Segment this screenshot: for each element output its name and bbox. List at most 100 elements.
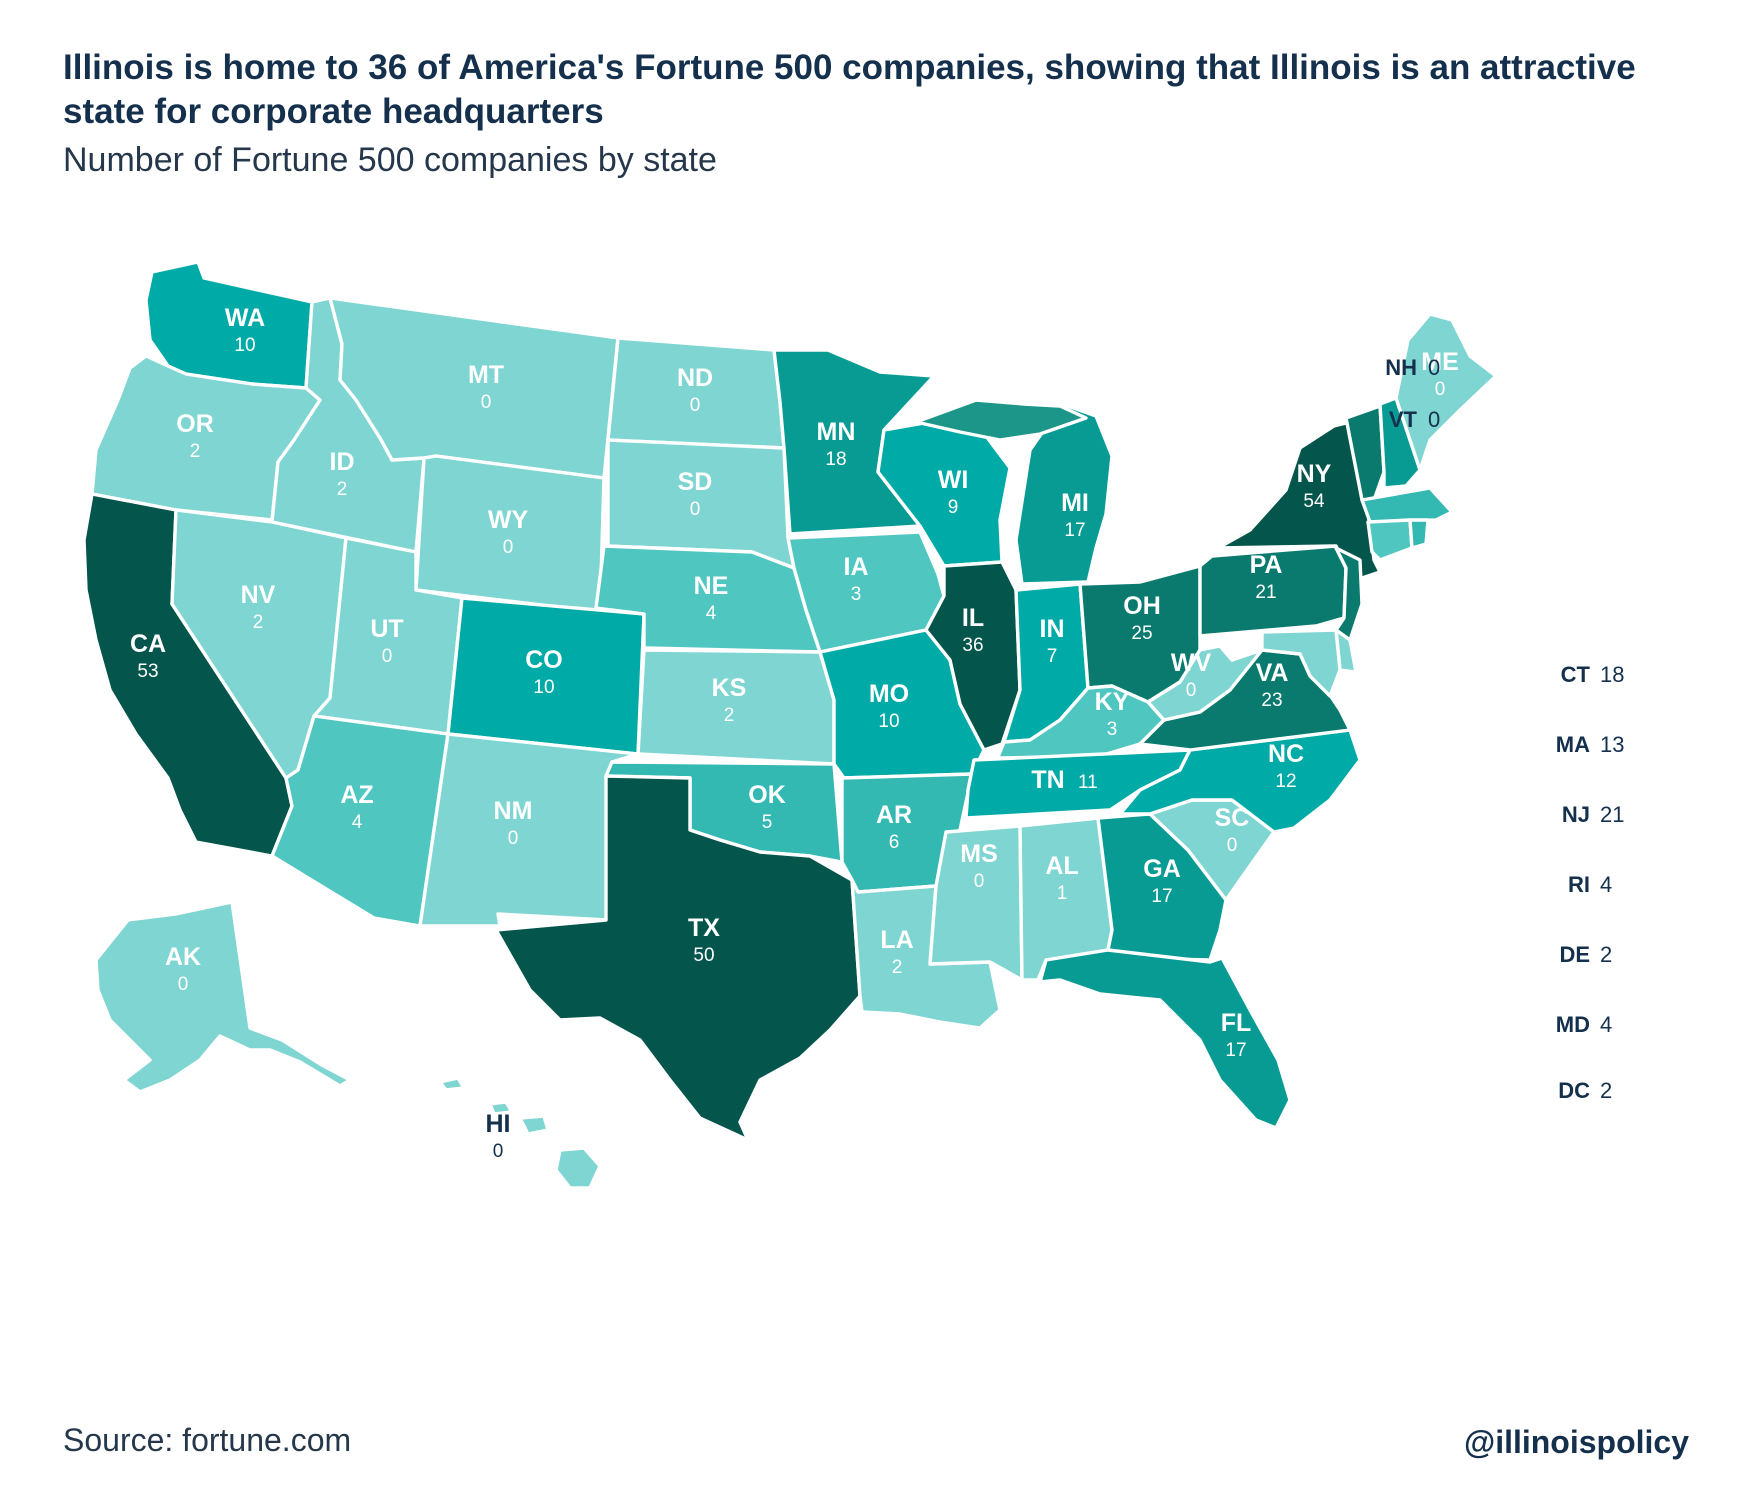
- state-value-label-ca: 53: [137, 661, 158, 682]
- state-value-label-mt: 0: [481, 392, 492, 413]
- state-shape-wy[interactable]: [414, 454, 606, 614]
- state-code-label-sd: SD: [678, 468, 713, 496]
- state-shape-hi[interactable]: [438, 1076, 466, 1092]
- state-shape-md[interactable]: [1260, 628, 1342, 698]
- state-shape-il[interactable]: [924, 560, 1022, 752]
- state-shape-mi[interactable]: [914, 398, 1088, 442]
- state-value-label-wv: 0: [1186, 680, 1197, 701]
- small-state-value-de: 2: [1600, 942, 1612, 967]
- state-shape-wi[interactable]: [876, 420, 1012, 568]
- state-value-label-ut: 0: [382, 646, 393, 667]
- state-shape-ma[interactable]: [1360, 486, 1454, 524]
- state-code-label-ca: CA: [130, 630, 166, 658]
- state-shape-tx[interactable]: [494, 774, 862, 1142]
- state-code-label-id: ID: [330, 448, 355, 476]
- state-value-label-hi: 0: [493, 1141, 504, 1162]
- state-value-label-ky: 3: [1107, 719, 1118, 740]
- state-value-label-nv: 2: [253, 612, 264, 633]
- state-labels: WA10OR2CA53ID2NV2MT0WY0UT0AZ4CO10NM0ND0S…: [130, 304, 1459, 1162]
- state-code-label-in: IN: [1040, 615, 1065, 643]
- state-code-label-or: OR: [176, 410, 214, 438]
- state-value-label-al: 1: [1057, 883, 1068, 904]
- state-value-label-tx: 50: [693, 945, 714, 966]
- state-shape-ri[interactable]: [1408, 518, 1430, 550]
- state-value-label-mo: 10: [878, 711, 899, 732]
- state-shape-ks[interactable]: [636, 648, 836, 766]
- state-value-label-mi: 17: [1064, 520, 1085, 541]
- state-code-label-fl: FL: [1221, 1009, 1252, 1037]
- state-code-label-nv: NV: [241, 581, 276, 609]
- state-value-label-nc: 12: [1275, 771, 1296, 792]
- state-code-label-me: ME: [1421, 348, 1459, 376]
- small-state-value-ma: 13: [1600, 732, 1624, 757]
- state-shapes: [82, 260, 1498, 1190]
- small-state-code-ma: MA: [1556, 732, 1590, 757]
- small-state-code-ri: RI: [1568, 872, 1590, 897]
- small-state-code-nj: NJ: [1562, 802, 1590, 827]
- state-shape-hi[interactable]: [518, 1114, 550, 1136]
- state-code-label-az: AZ: [340, 781, 373, 809]
- state-code-label-mt: MT: [468, 361, 504, 389]
- state-code-label-sc: SC: [1215, 804, 1250, 832]
- state-value-label-az: 4: [352, 812, 363, 833]
- state-shape-nm[interactable]: [418, 732, 640, 928]
- state-value-label-ia: 3: [851, 584, 862, 605]
- state-value-label-nd: 0: [690, 395, 701, 416]
- state-value-label-ok: 5: [762, 812, 773, 833]
- state-value-label-wi: 9: [948, 497, 959, 518]
- state-code-label-ok: OK: [748, 781, 786, 809]
- state-shape-co[interactable]: [446, 596, 646, 756]
- state-code-label-nd: ND: [677, 364, 713, 392]
- twitter-handle[interactable]: @illinoispolicy: [1463, 1424, 1689, 1460]
- state-value-label-nm: 0: [508, 828, 519, 849]
- state-value-label-sd: 0: [690, 499, 701, 520]
- chart-title: Illinois is home to 36 of America's Fort…: [63, 48, 1636, 131]
- state-code-label-nm: NM: [494, 797, 533, 825]
- source-note: Source: fortune.com: [63, 1422, 352, 1458]
- state-value-label-ar: 6: [889, 832, 900, 853]
- state-code-label-wi: WI: [938, 466, 969, 494]
- state-code-label-la: LA: [880, 926, 913, 954]
- small-state-value-ri: 4: [1600, 872, 1612, 897]
- state-shape-wv[interactable]: [1146, 644, 1264, 722]
- state-code-label-al: AL: [1045, 852, 1078, 880]
- state-value-label-la: 2: [892, 957, 903, 978]
- state-code-label-ny: NY: [1297, 460, 1332, 488]
- small-state-code-md: MD: [1556, 1012, 1590, 1037]
- state-value-label-ms: 0: [974, 871, 985, 892]
- state-shape-me[interactable]: [1394, 312, 1498, 472]
- state-code-label-ga: GA: [1143, 855, 1181, 883]
- state-value-label-tn: 11: [1078, 772, 1098, 793]
- state-shape-mi[interactable]: [1014, 402, 1114, 586]
- state-code-label-ia: IA: [844, 553, 869, 581]
- state-shape-hi[interactable]: [554, 1146, 602, 1190]
- state-shape-nd[interactable]: [606, 336, 786, 450]
- state-value-label-or: 2: [190, 441, 201, 462]
- state-code-label-il: IL: [962, 604, 984, 632]
- state-shape-ct[interactable]: [1366, 518, 1414, 562]
- state-value-label-id: 2: [337, 479, 348, 500]
- state-code-label-ut: UT: [370, 615, 403, 643]
- state-code-label-ne: NE: [694, 572, 729, 600]
- state-value-label-co: 10: [533, 677, 554, 698]
- state-code-label-hi: HI: [486, 1110, 511, 1138]
- state-shape-vt[interactable]: [1344, 404, 1386, 502]
- state-shape-ak[interactable]: [94, 900, 352, 1094]
- state-code-label-va: VA: [1256, 659, 1289, 687]
- state-value-label-il: 36: [962, 635, 983, 656]
- state-code-label-oh: OH: [1123, 592, 1161, 620]
- small-state-code-vt: VT: [1389, 407, 1418, 432]
- state-shape-fl[interactable]: [1038, 948, 1292, 1130]
- small-state-code-dc: DC: [1558, 1078, 1590, 1103]
- state-shape-hi[interactable]: [488, 1100, 514, 1116]
- state-code-label-wy: WY: [488, 506, 529, 534]
- small-state-value-nj: 21: [1600, 802, 1624, 827]
- state-value-label-fl: 17: [1225, 1040, 1246, 1061]
- small-state-code-ct: CT: [1561, 662, 1591, 687]
- small-state-value-ct: 18: [1600, 662, 1624, 687]
- state-value-label-ga: 17: [1151, 886, 1172, 907]
- state-value-label-pa: 21: [1255, 582, 1276, 603]
- small-state-value-md: 4: [1600, 1012, 1612, 1037]
- chart-subtitle: Number of Fortune 500 companies by state: [63, 141, 717, 179]
